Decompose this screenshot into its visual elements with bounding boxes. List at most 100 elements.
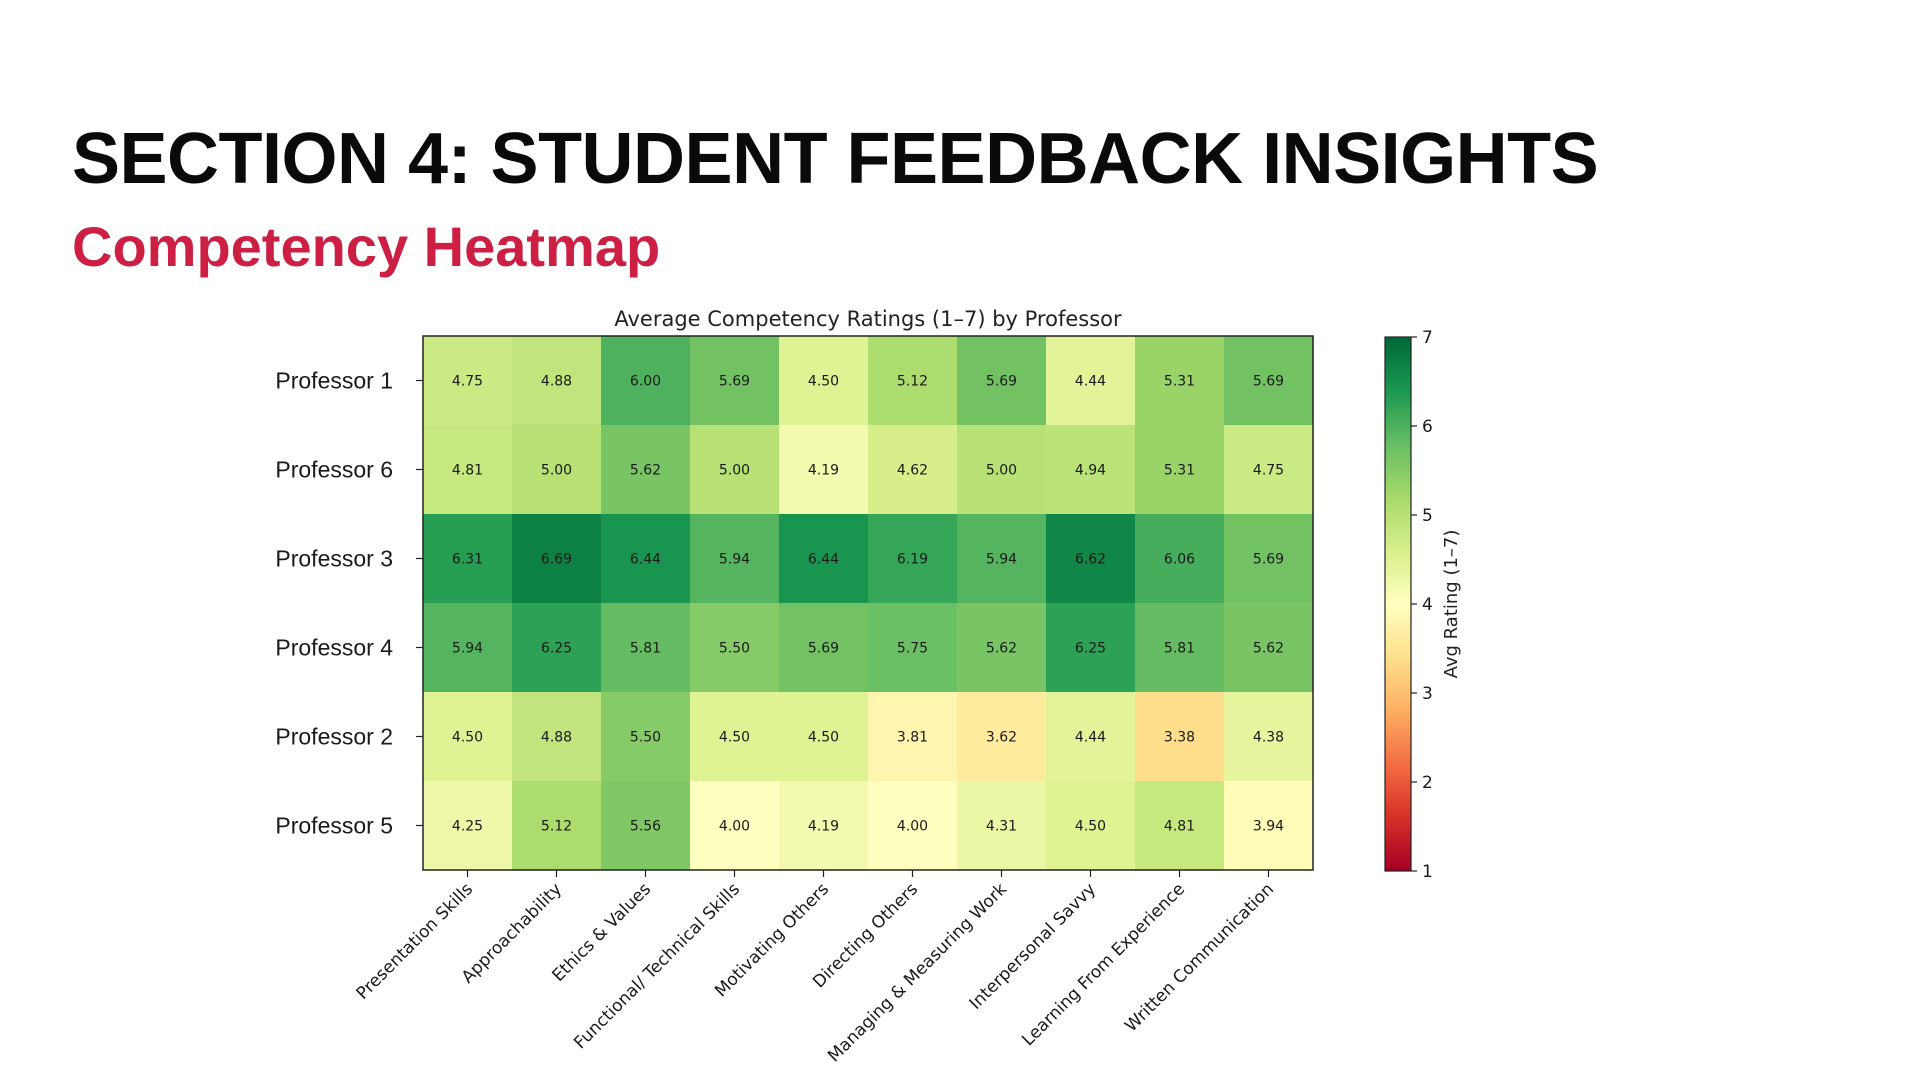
colorbar: 1 2 3 4 5 6 7 Avg Rating (1–7) [1384,328,1462,882]
heatmap-cell [779,336,869,426]
heatmap-cell [1046,514,1136,604]
heatmap-cell [1224,336,1314,426]
heatmap-cell [1224,425,1314,515]
heatmap-cell [423,514,513,604]
heatmap-cell [957,692,1047,782]
colorbar-tick-label: 3 [1422,684,1433,704]
cell-value-label: 5.94 [986,552,1017,568]
cell-value-label: 4.50 [808,730,839,746]
heatmap-cell [957,336,1047,426]
cell-value-label: 5.12 [897,374,928,390]
row-label: Professor 4 [275,635,393,661]
cell-value-label: 4.81 [1164,819,1195,835]
heatmap-cell [601,603,691,693]
cell-value-label: 5.12 [541,819,572,835]
heatmap-cell [1046,692,1136,782]
heatmap-cell [690,692,780,782]
heatmap-cell [1135,425,1225,515]
colorbar-gradient [1384,336,1412,872]
colorbar-tick-label: 7 [1422,328,1433,348]
cell-value-label: 5.62 [1253,641,1284,657]
cell-value-label: 6.00 [630,374,661,390]
heatmap-cell-labels: 4.75 4.88 6.00 5.69 4.50 5.12 5.69 4.44 5.31 5.69… [452,374,1284,835]
cell-value-label: 3.38 [1164,730,1195,746]
column-label: Functional/ Technical Skills [570,879,744,1053]
heatmap-cell [957,781,1047,871]
heatmap-cell [957,514,1047,604]
cell-value-label: 4.19 [808,819,839,835]
cell-value-label: 4.88 [541,374,572,390]
heatmap-frame [422,335,1314,871]
cell-value-label: 4.50 [719,730,750,746]
heatmap-cell [1224,514,1314,604]
cell-value-label: 6.62 [1075,552,1106,568]
heatmap-cell [601,514,691,604]
heatmap-cell [423,603,513,693]
heatmap-cell [690,603,780,693]
colorbar-tick-label: 1 [1422,862,1433,882]
column-label: Written Communication [1121,879,1278,1036]
cell-value-label: 4.50 [452,730,483,746]
row-label: Professor 1 [275,368,393,394]
heatmap-cell [601,781,691,871]
heatmap-cell [868,514,958,604]
cell-value-label: 6.44 [630,552,661,568]
cell-value-label: 5.75 [897,641,928,657]
cell-value-label: 4.50 [808,374,839,390]
heatmap-cell [512,692,602,782]
cell-value-label: 5.94 [452,641,483,657]
colorbar-label: Avg Rating (1–7) [1441,530,1462,679]
heatmap-cell [779,425,869,515]
cell-value-label: 5.62 [986,641,1017,657]
cell-value-label: 6.69 [541,552,572,568]
heatmap-cell [1224,692,1314,782]
cell-value-label: 5.69 [1253,552,1284,568]
colorbar-tick-label: 6 [1422,417,1433,437]
column-label: Managing & Measuring Work [824,879,1011,1066]
chart-title: Average Competency Ratings (1–7) by Prof… [614,307,1122,331]
heatmap-cell [1046,336,1136,426]
cell-value-label: 4.94 [1075,463,1106,479]
column-labels: Presentation SkillsApproachabilityEthics… [353,870,1278,1066]
cell-value-label: 4.75 [452,374,483,390]
cell-value-label: 4.62 [897,463,928,479]
heatmap-cell [601,336,691,426]
cell-value-label: 5.69 [986,374,1017,390]
cell-value-label: 6.06 [1164,552,1195,568]
heatmap-cell [957,603,1047,693]
cell-value-label: 6.44 [808,552,839,568]
heatmap-cell [1046,425,1136,515]
cell-value-label: 4.75 [1253,463,1284,479]
row-label: Professor 2 [275,724,393,750]
heatmap-cell [779,692,869,782]
heatmap-cell [601,692,691,782]
cell-value-label: 4.00 [719,819,750,835]
cell-value-label: 3.62 [986,730,1017,746]
heatmap-cell [1135,692,1225,782]
slide-subtitle: Competency Heatmap [72,215,661,278]
cell-value-label: 4.50 [1075,819,1106,835]
cell-value-label: 6.25 [1075,641,1106,657]
heatmap-cell [1224,603,1314,693]
cell-value-label: 5.69 [1253,374,1284,390]
cell-value-label: 4.25 [452,819,483,835]
cell-value-label: 4.81 [452,463,483,479]
heatmap-cell [690,336,780,426]
heatmap-cell [1135,603,1225,693]
cell-value-label: 4.00 [897,819,928,835]
heatmap-cell [957,425,1047,515]
heatmap-cell [779,781,869,871]
cell-value-label: 5.31 [1164,374,1195,390]
cell-value-label: 4.31 [986,819,1017,835]
row-label: Professor 5 [275,813,393,839]
cell-value-label: 5.81 [1164,641,1195,657]
heatmap-cell [868,425,958,515]
heatmap-cell [1224,781,1314,871]
heatmap-cell [512,336,602,426]
cell-value-label: 5.50 [630,730,661,746]
cell-value-label: 5.69 [808,641,839,657]
cell-value-label: 5.94 [719,552,750,568]
heatmap-cell [1046,603,1136,693]
heatmap-cell [690,781,780,871]
heatmap-cell [690,514,780,604]
